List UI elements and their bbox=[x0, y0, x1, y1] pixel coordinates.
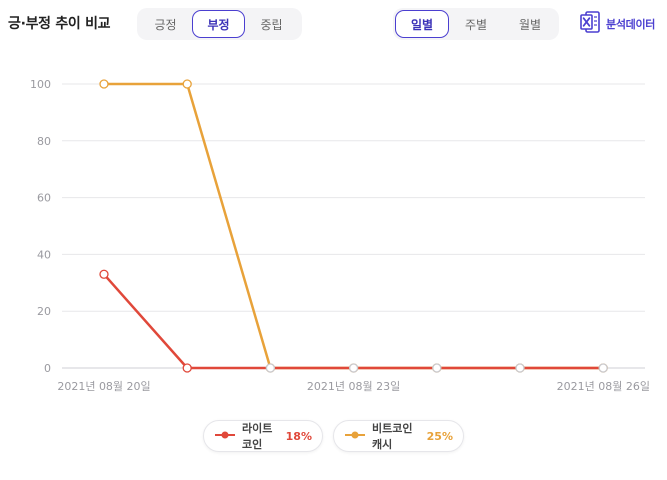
data-point-bitcoin-cash bbox=[182, 79, 192, 89]
tab-neutral[interactable]: 중립 bbox=[260, 17, 283, 32]
legend-name-bitcoin-cash: 비트코인캐시 bbox=[372, 422, 413, 451]
export-data-label: 분석데이터 bbox=[606, 18, 656, 31]
page-title: 긍·부정 추이 비교 bbox=[8, 16, 111, 32]
data-point-litecoin bbox=[99, 269, 109, 279]
data-point-litecoin bbox=[265, 363, 276, 373]
y-tick-label: 40 bbox=[37, 248, 51, 261]
tab-daily[interactable]: 일별 bbox=[395, 10, 449, 38]
legend-marker-litecoin bbox=[214, 430, 236, 443]
series-line-litecoin bbox=[103, 273, 604, 370]
data-point-bitcoin-cash bbox=[99, 79, 109, 89]
y-tick-label: 20 bbox=[37, 305, 51, 318]
tab-negative[interactable]: 부정 bbox=[192, 10, 245, 38]
legend-name-litecoin: 라이트코인 bbox=[242, 422, 273, 451]
data-point-litecoin bbox=[182, 363, 192, 373]
x-tick-label: 2021년 08월 23일 bbox=[307, 379, 400, 393]
legend-marker-bitcoin-cash bbox=[344, 430, 366, 443]
data-point-litecoin bbox=[432, 363, 442, 373]
y-tick-label: 100 bbox=[30, 78, 51, 91]
tab-monthly[interactable]: 월별 bbox=[518, 17, 542, 32]
legend-percent-bitcoin-cash: 25% bbox=[426, 429, 453, 443]
legend-percent-litecoin: 18% bbox=[285, 429, 312, 443]
y-tick-label: 0 bbox=[44, 362, 51, 375]
tab-weekly[interactable]: 주별 bbox=[464, 17, 488, 32]
x-tick-label: 2021년 08월 20일 bbox=[57, 379, 150, 393]
period-tab-group: 일별 주별 월별 bbox=[393, 8, 559, 40]
x-tick-label: 2021년 08월 26일 bbox=[557, 379, 650, 393]
legend-item-bitcoin-cash[interactable]: 비트코인캐시 25% bbox=[333, 420, 464, 452]
data-point-litecoin bbox=[348, 363, 359, 373]
legend-item-litecoin[interactable]: 라이트코인 18% bbox=[203, 420, 323, 452]
data-point-litecoin bbox=[598, 363, 608, 373]
excel-icon bbox=[580, 11, 600, 37]
tab-positive[interactable]: 긍정 bbox=[154, 17, 177, 32]
y-tick-label: 60 bbox=[37, 192, 51, 205]
sentiment-tab-group: 긍정 부정 중립 bbox=[137, 8, 302, 40]
series-line-bitcoin-cash bbox=[104, 82, 604, 370]
export-data-button[interactable]: 분석데이터 bbox=[580, 11, 656, 37]
data-point-litecoin bbox=[515, 363, 525, 373]
y-tick-label: 80 bbox=[37, 135, 51, 148]
